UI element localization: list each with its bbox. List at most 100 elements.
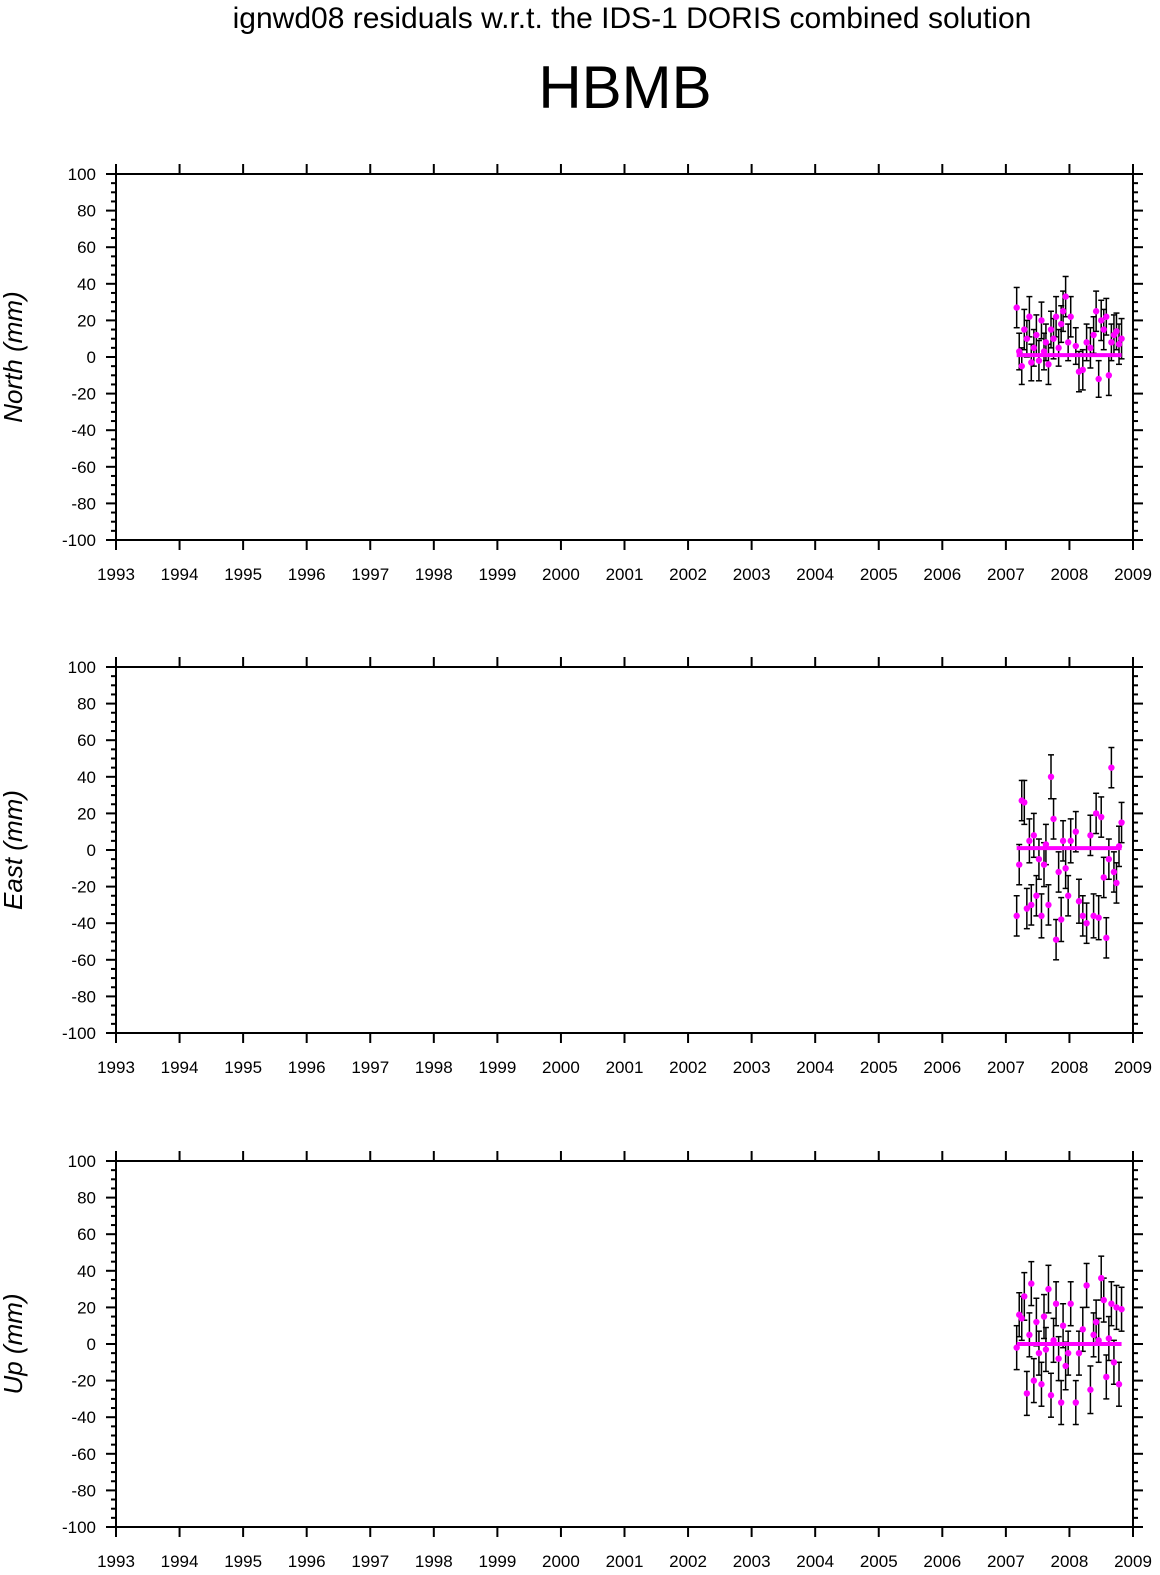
x-tick-label: 2003 <box>733 1058 771 1077</box>
y-tick-label: 40 <box>77 275 96 294</box>
data-point <box>1055 868 1062 876</box>
panel-3: 1993 1994 1995 1996 1997 1998 1999 2000 2001 2002… <box>0 1151 1152 1571</box>
data-point <box>1067 313 1074 320</box>
x-tick-label: 1996 <box>288 1552 326 1571</box>
y-tick-label: 60 <box>77 731 96 750</box>
data-point <box>1023 905 1031 912</box>
data-point <box>1028 1280 1035 1287</box>
y-tick-label: 60 <box>77 238 96 257</box>
y-tick-label: -60 <box>71 1445 96 1464</box>
data-point <box>1045 361 1052 368</box>
data-point <box>1100 874 1107 881</box>
data-point <box>1064 339 1072 346</box>
data-point <box>1118 1306 1125 1313</box>
data-point <box>1030 1377 1038 1384</box>
data-point <box>1016 348 1023 355</box>
x-tick-label: 1995 <box>224 1058 262 1077</box>
data-point <box>1042 841 1050 848</box>
data-point <box>1087 344 1094 352</box>
x-tick-label: 2002 <box>669 565 707 584</box>
y-tick-label: 20 <box>77 804 96 823</box>
data-point <box>1103 934 1110 942</box>
x-tick-label: 2002 <box>669 1552 707 1571</box>
x-tick-label: 2007 <box>987 1552 1025 1571</box>
data-point <box>1059 1322 1067 1329</box>
y-tick-label: -20 <box>71 878 96 897</box>
y-tick-label: 20 <box>77 1298 96 1317</box>
x-tick-label: 2001 <box>606 1552 644 1571</box>
data-point <box>1033 1318 1040 1326</box>
x-tick-label: 2001 <box>606 565 644 584</box>
x-tick-label: 2002 <box>669 1058 707 1077</box>
y-tick-label: 40 <box>77 1262 96 1281</box>
data-point <box>1110 1359 1118 1366</box>
data-point <box>1047 1392 1055 1399</box>
x-tick-label: 1999 <box>478 565 516 584</box>
y-tick-label: -40 <box>71 1408 96 1427</box>
y-axis-label: North (mm) <box>0 291 28 422</box>
data-point <box>1055 1355 1062 1362</box>
data-point <box>1105 372 1113 379</box>
y-tick-label: 100 <box>68 165 96 184</box>
x-tick-label: 1998 <box>415 1058 453 1077</box>
data-point <box>1064 1349 1072 1357</box>
y-tick-label: -60 <box>71 458 96 477</box>
data-point <box>1050 1337 1057 1344</box>
y-tick-label: 0 <box>87 1335 96 1354</box>
x-tick-label: 1996 <box>288 1058 326 1077</box>
x-tick-label: 1994 <box>161 565 199 584</box>
data-point <box>1028 359 1035 366</box>
data-point <box>1092 810 1100 817</box>
data-point <box>1064 892 1072 899</box>
data-point <box>1100 326 1107 333</box>
x-tick-label: 1994 <box>161 1552 199 1571</box>
y-tick-label: -60 <box>71 951 96 970</box>
x-tick-label: 2004 <box>796 1552 834 1571</box>
data-point <box>1050 815 1057 823</box>
x-tick-label: 2006 <box>923 565 961 584</box>
x-tick-label: 1997 <box>351 1058 389 1077</box>
y-tick-label: -100 <box>62 531 96 550</box>
data-point <box>1083 920 1090 927</box>
data-point <box>1079 1326 1086 1333</box>
data-point <box>1038 1381 1045 1388</box>
data-point <box>1026 837 1033 845</box>
x-tick-label: 2004 <box>796 1058 834 1077</box>
x-tick-label: 2009 <box>1114 1058 1152 1077</box>
x-tick-label: 2005 <box>860 565 898 584</box>
data-point <box>1013 912 1020 920</box>
data-point <box>1062 865 1069 872</box>
x-tick-label: 2009 <box>1114 1552 1152 1571</box>
y-tick-label: 80 <box>77 1189 96 1208</box>
data-point <box>1016 861 1023 868</box>
data-point <box>1018 362 1025 370</box>
data-point <box>1059 308 1067 315</box>
data-point <box>1092 1318 1100 1326</box>
data-point <box>1057 320 1065 328</box>
data-point <box>1021 326 1028 333</box>
data-point <box>1110 868 1118 876</box>
data-point <box>1087 1386 1094 1393</box>
data-point <box>1040 1313 1048 1320</box>
data-point <box>1113 879 1120 887</box>
data-point <box>1038 912 1045 920</box>
x-tick-label: 2009 <box>1114 565 1152 584</box>
y-tick-label: 80 <box>77 202 96 221</box>
data-point <box>1057 916 1065 923</box>
data-point <box>1087 832 1094 839</box>
data-point <box>1090 1331 1097 1339</box>
y-tick-label: 100 <box>68 1152 96 1171</box>
y-tick-label: -20 <box>71 385 96 404</box>
data-point <box>1035 1349 1043 1357</box>
data-point <box>1079 912 1086 920</box>
data-point <box>1045 1285 1052 1293</box>
x-tick-label: 1998 <box>415 1552 453 1571</box>
data-point <box>1115 340 1123 348</box>
data-point <box>1023 335 1031 342</box>
data-point <box>1075 1349 1083 1357</box>
data-point <box>1098 813 1105 821</box>
data-point <box>1115 1381 1123 1388</box>
data-point <box>1090 331 1097 339</box>
data-point <box>1103 1373 1110 1381</box>
data-point <box>1079 366 1086 374</box>
